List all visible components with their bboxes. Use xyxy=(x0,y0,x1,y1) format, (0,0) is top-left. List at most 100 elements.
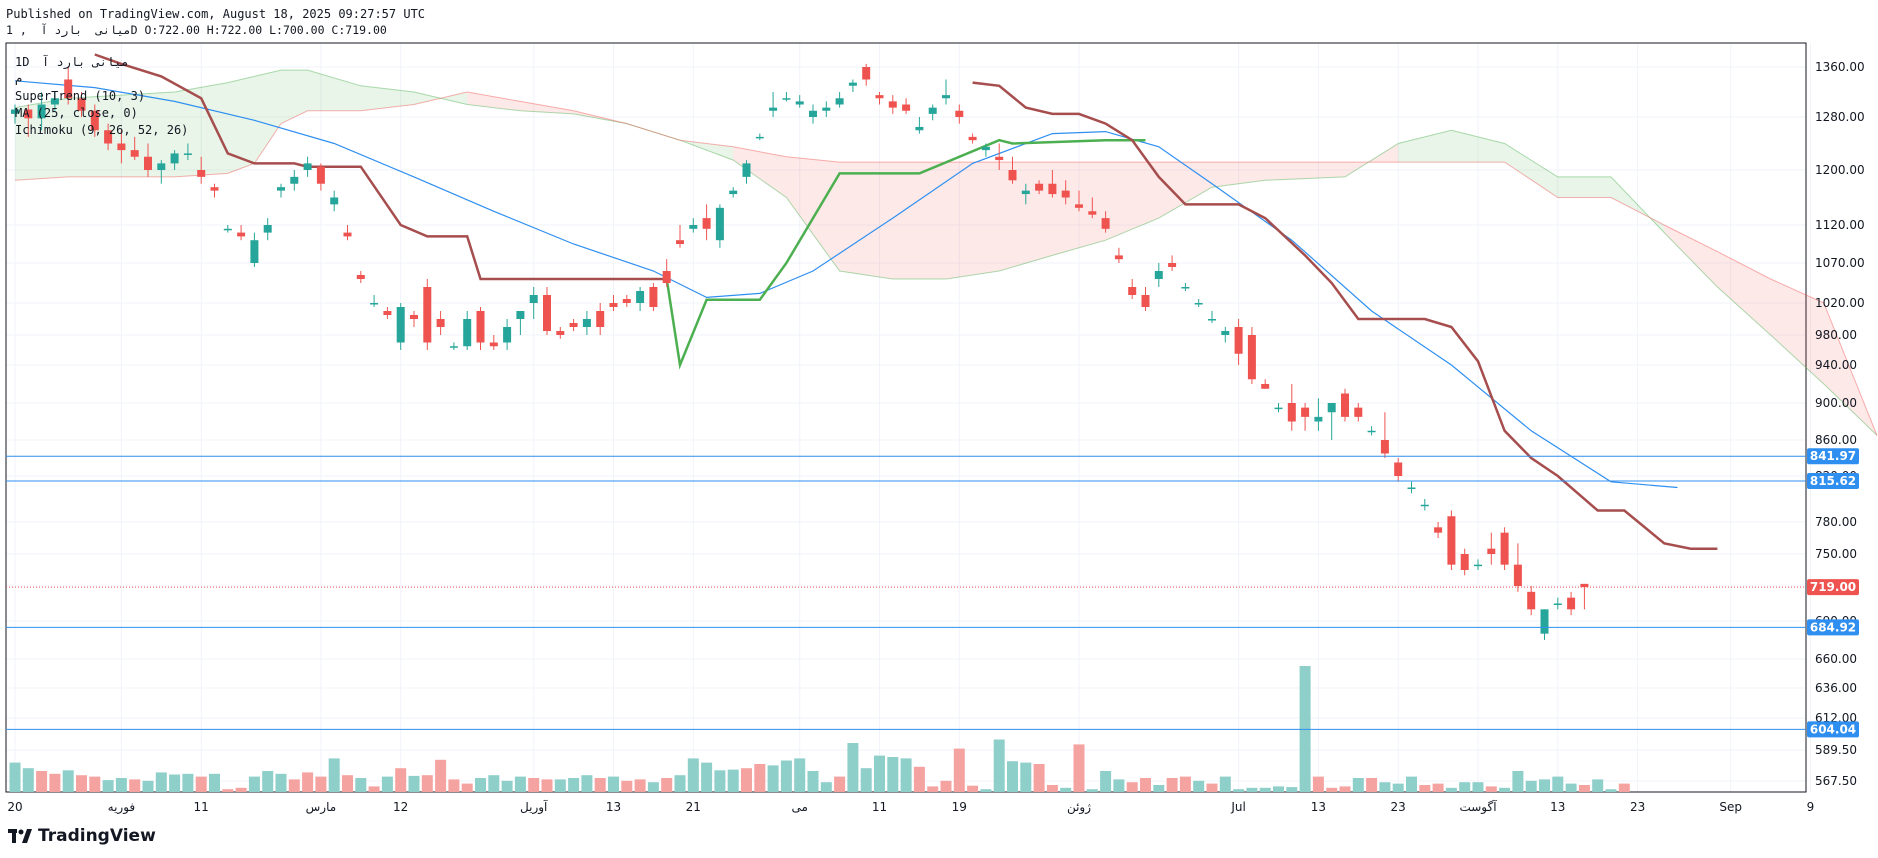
volume-bar xyxy=(1126,782,1138,792)
cloud-segment xyxy=(1504,143,1558,198)
time-tick-label: آگوست xyxy=(1459,799,1497,815)
candle-body xyxy=(1008,170,1017,181)
volume-bar xyxy=(1033,764,1045,792)
candle-body xyxy=(875,95,884,99)
time-tick-label: آوریل xyxy=(520,799,548,815)
volume-bar xyxy=(275,773,287,792)
candle-body xyxy=(37,104,46,119)
candle-body xyxy=(995,156,1004,161)
cloud-segment xyxy=(946,162,1000,279)
volume-bar xyxy=(1485,786,1497,792)
volume-bar xyxy=(1073,744,1085,792)
candle-body xyxy=(1128,287,1137,295)
price-axis: 1360.00 1280.00 1200.00 1120.00 1070.00 1020.… xyxy=(1815,60,1865,788)
volume-bar xyxy=(435,759,447,792)
candle-body xyxy=(1221,331,1230,335)
volume-bar xyxy=(248,776,260,792)
candle-body xyxy=(1580,583,1589,588)
cloud-segment xyxy=(1398,130,1452,163)
volume-bar xyxy=(1140,778,1151,792)
senkou-span-b xyxy=(14,91,1878,436)
candle-body xyxy=(449,346,458,348)
volume-bar xyxy=(235,787,247,792)
candle-body xyxy=(729,190,738,195)
volume-bar xyxy=(820,782,832,792)
legend-supertrend[interactable]: SuperTrend (10, 3) xyxy=(15,89,145,103)
candle-body xyxy=(1513,564,1522,586)
candle-body xyxy=(1487,548,1496,554)
volume-bar xyxy=(9,762,21,792)
cloud-segment xyxy=(680,140,734,161)
supertrend-line xyxy=(94,53,1718,550)
volume-bar xyxy=(927,786,939,792)
volume-bar xyxy=(608,776,619,792)
candle-body xyxy=(1540,609,1549,634)
legend-ma[interactable]: MA (25, close, 0) xyxy=(15,106,138,120)
time-tick-label: 13 xyxy=(1550,800,1565,814)
legend-interval: 1D xyxy=(15,55,29,69)
volume-bar xyxy=(1193,780,1205,792)
candle-body xyxy=(1247,335,1256,380)
volume-bar xyxy=(514,776,526,792)
volume-bar xyxy=(1379,782,1391,792)
candle-body xyxy=(582,319,591,327)
volume-bar xyxy=(634,779,646,792)
time-tick-label: می xyxy=(791,800,807,814)
cloud-segment xyxy=(307,70,361,111)
volume-bar xyxy=(887,757,899,792)
volume-bar xyxy=(461,783,473,792)
tradingview-footer[interactable]: TradingView xyxy=(8,826,156,846)
cloud-segment xyxy=(227,76,255,174)
price-tick-label: 1070.00 xyxy=(1815,256,1865,270)
candle-body xyxy=(1261,384,1270,389)
volume-bar xyxy=(967,785,979,792)
candle-body xyxy=(822,107,831,111)
candle-body xyxy=(702,218,711,229)
legend-ichimoku[interactable]: Ichimoku (9, 26, 52, 26) xyxy=(15,123,188,137)
supertrend-down xyxy=(94,53,667,281)
volume-bar xyxy=(1113,779,1125,792)
candle-body xyxy=(942,95,950,99)
candle-body xyxy=(1154,271,1163,279)
volume-bar xyxy=(1499,787,1511,792)
candle-body xyxy=(157,163,166,170)
senkou-span-a xyxy=(14,69,1878,436)
volume-bar xyxy=(142,780,154,792)
volume-bar xyxy=(1578,785,1590,792)
volume-bar xyxy=(900,758,912,792)
price-tick-label: 780.00 xyxy=(1815,515,1857,529)
volume-bar xyxy=(288,779,300,792)
cloud-segment xyxy=(1212,162,1266,188)
volume-bar xyxy=(1459,782,1471,792)
volume-bar xyxy=(807,771,819,792)
legend-symbol-name: میانی بارد آ xyxy=(42,54,129,70)
candle-body xyxy=(556,331,565,335)
volume-bar xyxy=(754,764,766,792)
volume-bar xyxy=(22,768,34,792)
volume-bar xyxy=(581,775,593,792)
volume-bar xyxy=(49,773,61,792)
candle-body xyxy=(1048,183,1057,195)
volume-bar xyxy=(1312,776,1324,792)
volume-bar xyxy=(195,776,207,792)
volume-bar xyxy=(115,778,127,792)
price-tick-label: 1280.00 xyxy=(1815,110,1865,124)
candle-body xyxy=(144,156,152,170)
candle-body xyxy=(636,291,645,303)
volume-bar xyxy=(714,770,726,792)
volume-bar xyxy=(1592,779,1604,792)
candle-body xyxy=(237,232,246,237)
time-tick-label: 20 xyxy=(7,800,22,814)
candle-body xyxy=(24,109,33,119)
cloud-segment xyxy=(573,110,627,124)
volume-bar xyxy=(687,758,699,792)
cloud-segment xyxy=(839,162,893,279)
candle-body xyxy=(210,187,219,191)
candle-body xyxy=(1021,190,1030,195)
cloud-segment xyxy=(360,85,414,111)
cloud-segment xyxy=(1105,162,1159,241)
volume-bar xyxy=(1326,787,1338,792)
time-tick-label: ژوئن xyxy=(1067,800,1091,815)
volume-bar xyxy=(1406,776,1417,792)
